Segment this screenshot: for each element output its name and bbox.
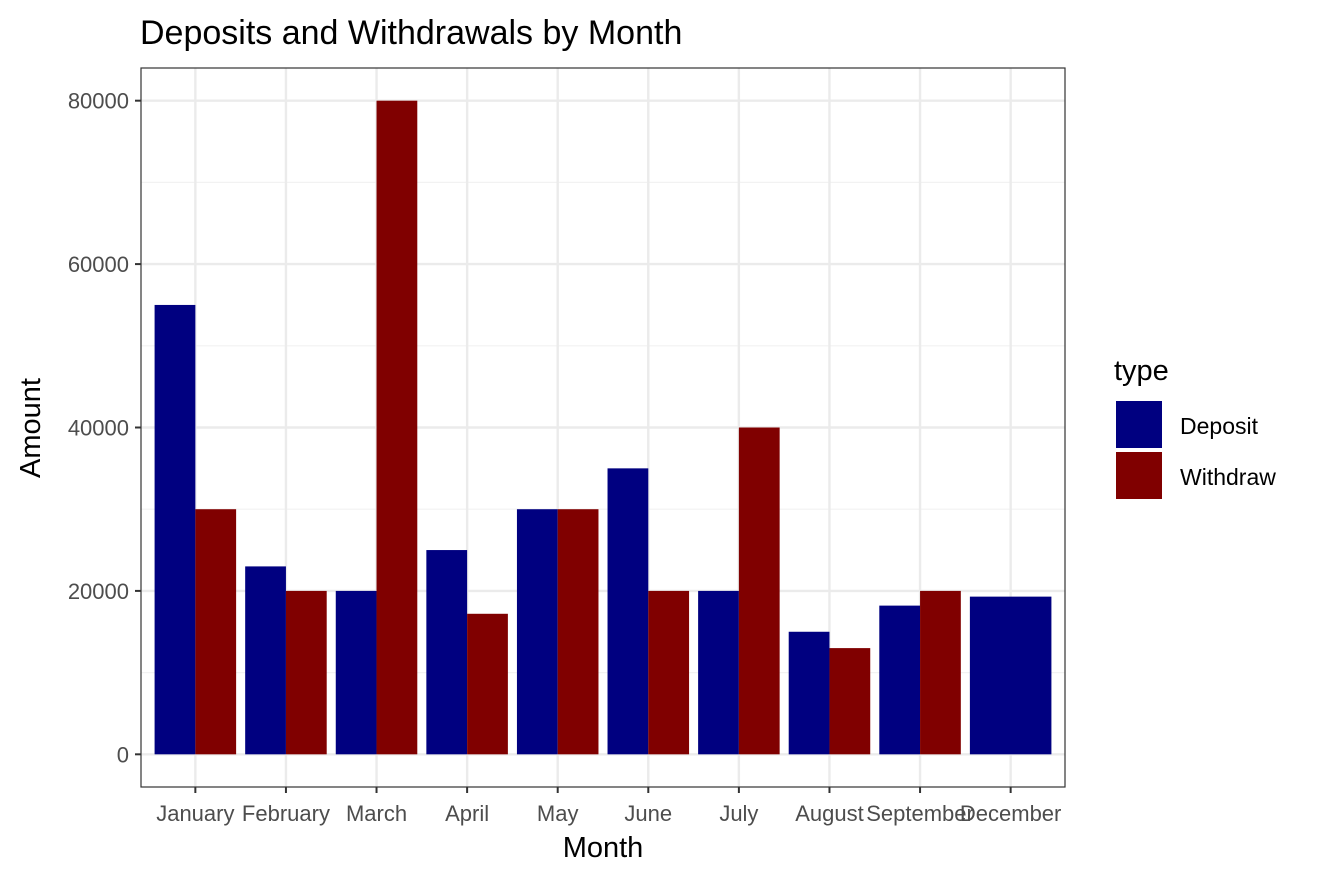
y-tick-label: 80000	[68, 89, 129, 114]
legend-title: type	[1114, 355, 1169, 387]
bar-deposit-december	[969, 596, 1052, 755]
x-axis: January February March April May June July Augu…	[156, 787, 1061, 826]
bar-deposit-august	[788, 631, 830, 755]
x-axis-title: Month	[563, 832, 644, 864]
legend-label-withdraw: Withdraw	[1180, 464, 1276, 490]
legend-key-withdraw	[1116, 452, 1162, 499]
legend: type Deposit Withdraw	[1114, 355, 1276, 499]
x-tick-label: July	[719, 801, 758, 826]
x-tick-label: March	[346, 801, 407, 826]
bar-withdraw-july	[738, 427, 780, 755]
x-tick-label: May	[537, 801, 579, 826]
bar-deposit-january	[154, 304, 196, 755]
bar-withdraw-september	[920, 590, 961, 755]
x-tick-label: February	[242, 801, 330, 826]
legend-label-deposit: Deposit	[1180, 413, 1259, 439]
x-tick-label: April	[445, 801, 489, 826]
y-tick-label: 20000	[68, 579, 129, 604]
bar-withdraw-june	[648, 590, 690, 755]
bar-withdraw-february	[285, 590, 327, 755]
bar-deposit-july	[698, 590, 739, 755]
x-tick-label: June	[624, 801, 672, 826]
bar-deposit-april	[426, 550, 468, 755]
y-tick-label: 40000	[68, 416, 129, 441]
bar-deposit-february	[245, 566, 286, 755]
y-tick-label: 0	[117, 742, 129, 767]
bar-deposit-march	[335, 590, 377, 755]
x-tick-label: January	[156, 801, 234, 826]
x-tick-label: September	[866, 801, 974, 826]
bar-deposit-may	[516, 509, 558, 755]
bar-deposit-june	[607, 468, 649, 755]
bars	[154, 100, 1052, 755]
legend-items: Deposit Withdraw	[1116, 401, 1276, 499]
y-tick-label: 60000	[68, 252, 129, 277]
y-axis-title: Amount	[15, 378, 47, 478]
bar-withdraw-august	[829, 648, 871, 755]
plot-panel	[140, 67, 1066, 788]
bar-withdraw-march	[376, 100, 418, 755]
bar-withdraw-january	[195, 509, 237, 755]
legend-key-deposit	[1116, 401, 1162, 448]
chart-title: Deposits and Withdrawals by Month	[140, 14, 682, 52]
y-axis: 0 20000 40000 60000 80000	[68, 89, 141, 767]
bar-withdraw-may	[557, 509, 599, 755]
x-tick-label: December	[960, 801, 1061, 826]
bar-deposit-september	[879, 605, 921, 755]
bar-withdraw-april	[467, 613, 508, 755]
x-tick-label: August	[795, 801, 864, 826]
